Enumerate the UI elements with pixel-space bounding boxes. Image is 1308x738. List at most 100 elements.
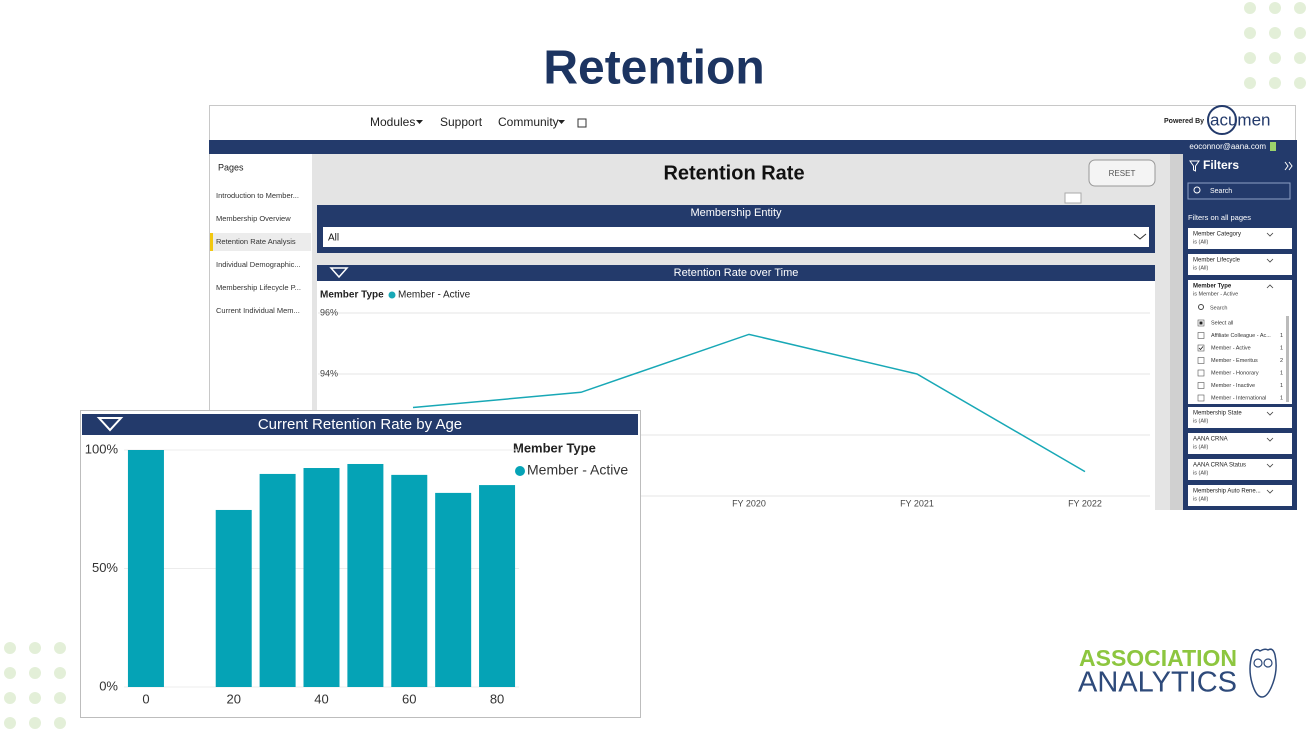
logo-line1: ASSOCIATION [1079, 645, 1237, 671]
filter-search[interactable] [1187, 182, 1291, 200]
y-tick-label: 50% [92, 560, 118, 575]
logo-line2: ANALYTICS [1078, 667, 1237, 699]
collapse-icon [329, 267, 349, 279]
x-tick-label: 60 [402, 691, 416, 706]
option-checkbox[interactable] [1197, 394, 1205, 402]
decor-dot [4, 667, 16, 679]
y-tick-label: 94% [320, 368, 338, 378]
option-label[interactable]: Select all [1211, 320, 1233, 326]
option-count: 2 [1280, 358, 1283, 364]
dropdown-caret [558, 120, 565, 124]
owl-eye [1253, 658, 1263, 668]
decor-dot [54, 717, 66, 729]
option-checkbox[interactable] [1197, 357, 1205, 364]
option-label[interactable]: Affiliate Colleague - Ac... [1211, 333, 1271, 339]
legend-title: Member Type [513, 440, 596, 455]
brand-name: acumen [1210, 110, 1270, 129]
y-tick-label: 96% [320, 307, 338, 317]
reset-button[interactable] [1088, 159, 1156, 187]
option-checkbox[interactable] [1197, 344, 1205, 352]
slide-title: Retention [543, 42, 764, 95]
filter-card[interactable] [1188, 228, 1292, 249]
page-link[interactable]: Introduction to Member... [216, 191, 299, 200]
option-label[interactable]: Member - Honorary [1211, 370, 1259, 376]
x-tick-label: FY 2022 [1068, 498, 1102, 508]
filter-value: is Member - Active [1193, 291, 1238, 297]
report-title: Retention Rate [663, 162, 804, 184]
nav-item[interactable]: Community [498, 115, 559, 129]
pages-heading: Pages [218, 162, 244, 172]
option-checkbox[interactable] [1197, 332, 1205, 339]
option-count: 1 [1280, 370, 1283, 376]
collapse-icon [96, 417, 124, 432]
legend-label: Member - Active [527, 462, 628, 478]
filter-card[interactable] [1188, 433, 1292, 454]
filter-card[interactable] [1188, 485, 1292, 506]
entity-value[interactable]: All [328, 233, 339, 244]
filter-card[interactable] [1188, 407, 1292, 428]
page-link[interactable]: Membership Overview [216, 214, 291, 223]
filter-search-label: Search [1210, 305, 1227, 311]
page-link[interactable]: Membership Lifecycle P... [216, 283, 301, 292]
option-label[interactable]: Member - Inactive [1211, 383, 1255, 389]
line-chart-title: Retention Rate over Time [674, 267, 799, 279]
filter-name: Member Type [1193, 284, 1232, 290]
search-icon [1198, 304, 1204, 310]
filter-name: Membership Auto Rene... [1193, 489, 1261, 495]
decor-dot [29, 667, 41, 679]
option-checkbox[interactable] [1197, 382, 1205, 389]
entity-heading: Membership Entity [690, 207, 782, 219]
powered-by: Powered By [1164, 118, 1204, 125]
page-link[interactable]: Retention Rate Analysis [216, 237, 296, 246]
filter-card[interactable] [1188, 459, 1292, 480]
nav-item[interactable]: Modules [370, 115, 415, 129]
option-count: 1 [1280, 383, 1283, 389]
page-link[interactable]: Current Individual Mem... [216, 306, 300, 315]
decor-dot [29, 642, 41, 654]
filter-chevron [1266, 489, 1274, 494]
legend-title: Member Type [320, 290, 384, 301]
option-label[interactable]: Member - Active [1211, 345, 1251, 351]
filter-card[interactable] [1188, 254, 1292, 275]
bar [127, 450, 164, 687]
bar [347, 463, 384, 687]
reset-label[interactable]: RESET [1109, 169, 1136, 178]
checkbox-tick [1198, 346, 1204, 351]
decor-dot [1269, 2, 1281, 14]
checkbox-partial [1199, 321, 1203, 325]
filter-value: is (All) [1193, 470, 1208, 476]
collapse-pane[interactable] [1284, 161, 1293, 171]
option-scrollbar [1286, 316, 1289, 402]
decor-dot [1269, 27, 1281, 39]
x-tick-label: 0 [142, 691, 149, 706]
user-email[interactable]: eoconnor@aana.com [1189, 142, 1266, 151]
filter-name: Membership State [1193, 411, 1242, 417]
option-label[interactable]: Member - International [1211, 395, 1266, 401]
filter-search-label: Search [1210, 188, 1232, 195]
entity-dropdown[interactable] [323, 227, 1149, 247]
filter-card[interactable] [1188, 280, 1292, 404]
owl-icon [1249, 648, 1277, 698]
decor-dot [1269, 52, 1281, 64]
more-options[interactable] [1064, 192, 1082, 204]
option-checkbox[interactable] [1197, 369, 1205, 377]
active-page-marker [210, 233, 213, 251]
decor-dot [1244, 52, 1256, 64]
line-series [412, 333, 1086, 473]
scrollbar [1170, 154, 1183, 510]
filter-value: is (All) [1193, 265, 1208, 271]
y-tick-label: 100% [85, 441, 119, 456]
filter-name: AANA CRNA Status [1193, 463, 1246, 469]
nav-item[interactable]: Support [440, 115, 483, 129]
decor-dot [1294, 27, 1306, 39]
bar-chart-title: Current Retention Rate by Age [258, 416, 462, 433]
option-label[interactable]: Member - Emeritus [1211, 358, 1258, 364]
decor-dot [4, 717, 16, 729]
user-badge [1270, 142, 1276, 151]
filter-value: is (All) [1193, 418, 1208, 424]
decor-dot [29, 717, 41, 729]
page-link[interactable]: Individual Demographic... [216, 260, 301, 269]
external-link-icon[interactable] [577, 118, 587, 128]
option-count: 1 [1280, 345, 1283, 351]
